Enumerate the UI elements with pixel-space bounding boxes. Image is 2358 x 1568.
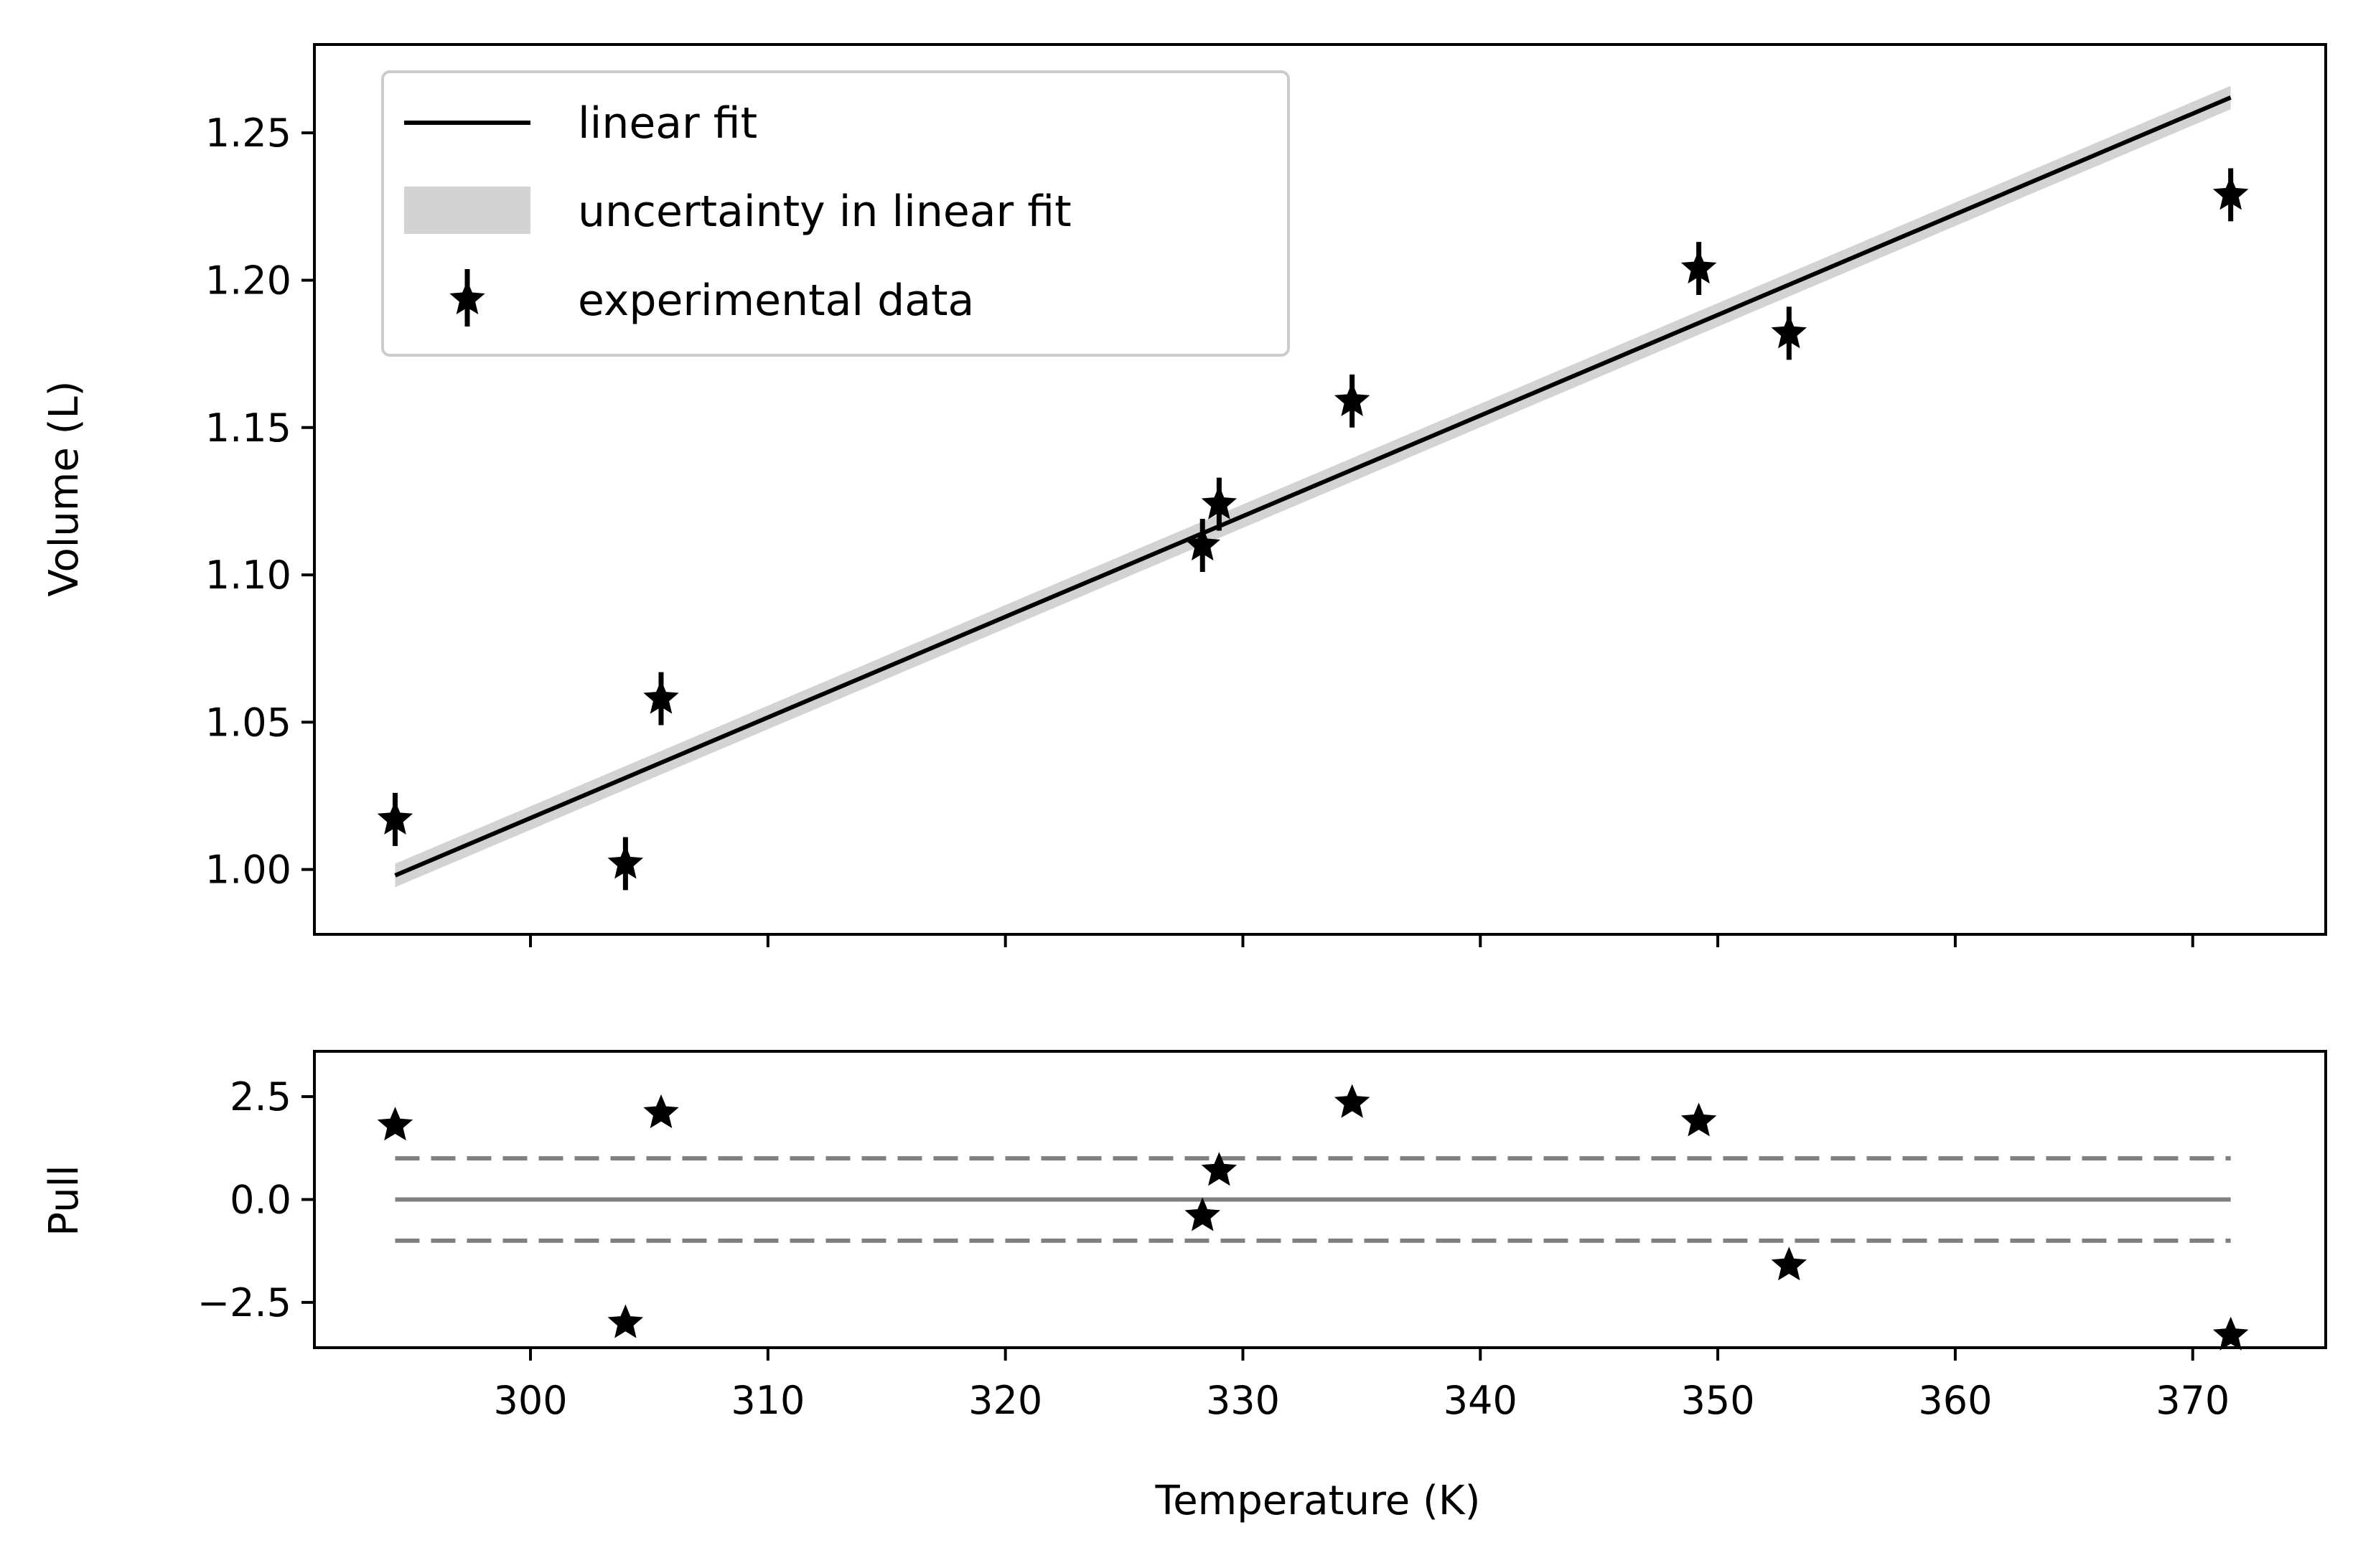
pull-data-point bbox=[607, 1304, 644, 1338]
legend-frame bbox=[381, 70, 1290, 357]
volume-y-tick-label: 1.00 bbox=[205, 848, 291, 893]
y-axis-label: Volume (L) bbox=[41, 381, 88, 597]
volume-data-point bbox=[377, 800, 413, 835]
legend-label-linear-fit: linear fit bbox=[578, 98, 757, 149]
pull-data-point bbox=[643, 1094, 679, 1129]
volume-data-point bbox=[1184, 527, 1220, 560]
pull-data-point bbox=[377, 1107, 413, 1141]
legend: linear fit uncertainty in linear fit exp… bbox=[381, 70, 1290, 357]
volume-axes-layer: 1.00 1.05 1.10 1.15 1.20 1.25 bbox=[205, 43, 2327, 947]
pull-data-point bbox=[1184, 1197, 1220, 1231]
x-tick-label: 370 bbox=[2156, 1378, 2230, 1423]
pull-y-tick-label: −2.5 bbox=[197, 1280, 291, 1325]
pull-points-layer bbox=[377, 1084, 2249, 1351]
volume-points-layer bbox=[377, 168, 2249, 891]
fit-line bbox=[394, 95, 2232, 878]
pull-data-point bbox=[1201, 1152, 1238, 1186]
legend-marker-swatch bbox=[449, 269, 485, 327]
x-axis-label: Temperature (K) bbox=[1155, 1478, 1481, 1524]
pull-reference-lines-layer bbox=[395, 1156, 2231, 1243]
volume-plot-frame bbox=[313, 43, 2327, 936]
legend-band-swatch bbox=[404, 187, 530, 234]
legend-marker-star bbox=[449, 281, 485, 314]
x-tick-label: 360 bbox=[1918, 1378, 1992, 1423]
x-tick-label: 340 bbox=[1444, 1378, 1517, 1423]
fit-line-layer bbox=[394, 95, 2232, 878]
pull-y-tick-label: 0.0 bbox=[230, 1178, 291, 1223]
legend-label-uncertainty: uncertainty in linear fit bbox=[578, 187, 1072, 237]
volume-data-point bbox=[1334, 382, 1370, 416]
x-tick-label: 330 bbox=[1206, 1378, 1280, 1423]
volume-data-point bbox=[2212, 176, 2249, 210]
pull-data-point bbox=[1771, 1247, 1807, 1281]
pull-data-point bbox=[1334, 1084, 1370, 1118]
volume-y-tick-label: 1.05 bbox=[205, 700, 291, 745]
volume-y-tick-label: 1.20 bbox=[205, 258, 291, 303]
volume-data-point bbox=[643, 680, 679, 714]
volume-y-tick-label: 1.25 bbox=[205, 111, 291, 156]
volume-panel: 1.00 1.05 1.10 1.15 1.20 1.25 Volume (L) line… bbox=[41, 43, 2327, 947]
x-tick-label: 310 bbox=[731, 1378, 805, 1423]
volume-data-point bbox=[1680, 250, 1717, 284]
volume-y-tick-label: 1.15 bbox=[205, 405, 291, 451]
volume-data-point bbox=[1771, 314, 1807, 349]
pull-y-tick-label: 2.5 bbox=[230, 1074, 291, 1119]
volume-data-point bbox=[607, 845, 644, 879]
x-tick-label: 300 bbox=[494, 1378, 568, 1423]
pull-data-point bbox=[1680, 1102, 1717, 1137]
volume-y-tick-label: 1.10 bbox=[205, 553, 291, 598]
x-tick-label: 320 bbox=[968, 1378, 1042, 1423]
pull-axes-layer: −2.5 0.0 2.5 300 310 320 330 340 350 360 370 bbox=[197, 1050, 2327, 1423]
legend-label-experimental-data: experimental data bbox=[578, 276, 974, 326]
pull-data-point bbox=[2212, 1316, 2249, 1351]
volume-data-point bbox=[1201, 485, 1238, 520]
x-tick-label: 350 bbox=[1681, 1378, 1755, 1423]
pull-y-axis-label: Pull bbox=[41, 1165, 88, 1236]
